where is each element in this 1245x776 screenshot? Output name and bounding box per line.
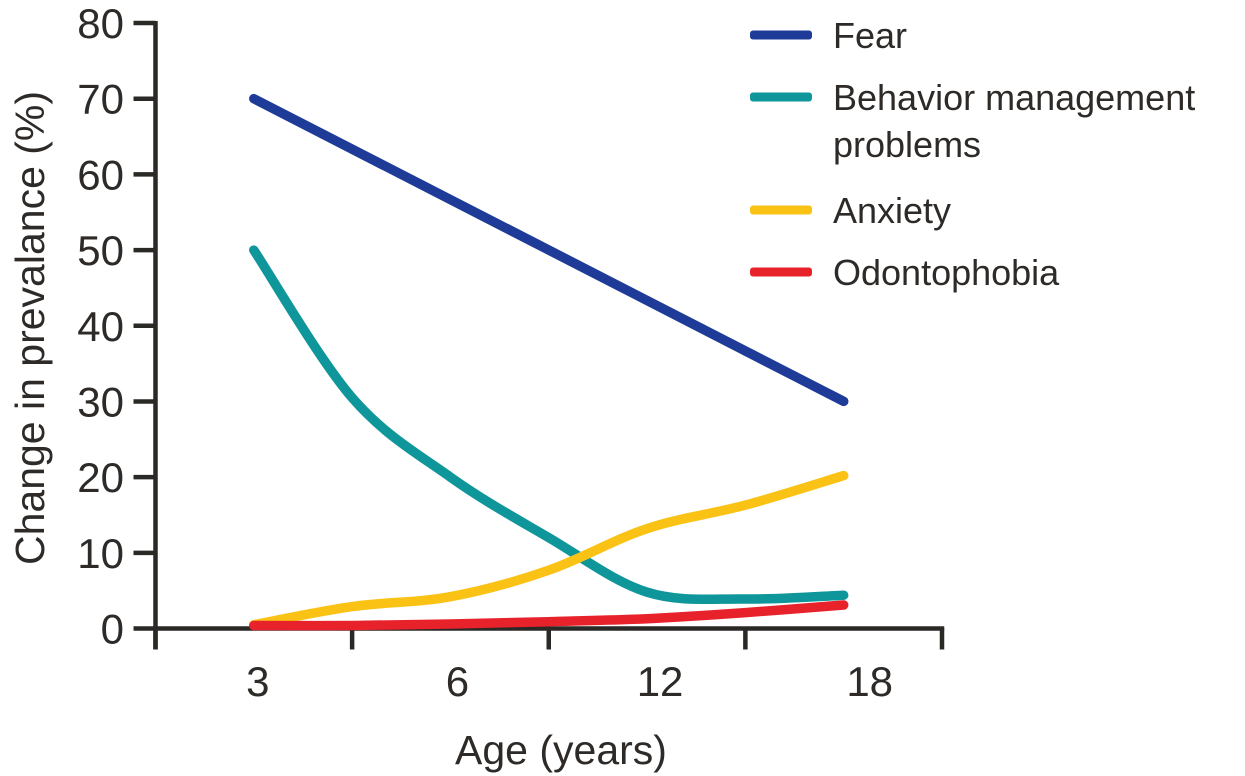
- legend-label-odontophobia: Odontophobia: [833, 252, 1060, 293]
- legend-label-fear: Fear: [833, 15, 907, 56]
- legend-swatch-behavior-management-problems: [750, 92, 812, 102]
- legend-label-behavior-management-problems: Behavior management problems: [833, 77, 1195, 165]
- x-tick-label: 6: [446, 658, 469, 705]
- legend-item-anxiety: Anxiety: [750, 190, 951, 231]
- y-tick-label: 40: [77, 303, 124, 350]
- x-axis: 3 6 12 18: [153, 626, 945, 705]
- series-line-anxiety: [249, 470, 849, 630]
- y-axis: 80 70 60 50 40 30 20 10 0: [77, 0, 158, 653]
- x-tick-label: 12: [637, 658, 684, 705]
- legend-item-behavior-management-problems: Behavior management problems: [750, 77, 1195, 165]
- y-axis-title: Change in prevalance (%): [7, 91, 53, 565]
- legend-swatch-anxiety: [750, 205, 812, 215]
- y-tick-label: 20: [77, 454, 124, 501]
- legend-label-anxiety: Anxiety: [833, 190, 951, 231]
- legend-swatch-fear: [750, 30, 812, 40]
- x-tick-label: 3: [246, 658, 269, 705]
- legend-swatch-odontophobia: [750, 267, 812, 277]
- y-tick-label: 50: [77, 227, 124, 274]
- y-tick-label: 60: [77, 151, 124, 198]
- plot-lines: [249, 93, 849, 631]
- legend-item-fear: Fear: [750, 15, 907, 56]
- y-tick-label: 0: [101, 606, 124, 653]
- series-line-odontophobia: [249, 600, 849, 631]
- series-line-fear: [249, 93, 849, 407]
- x-axis-title: Age (years): [455, 727, 667, 773]
- x-tick-label: 18: [846, 658, 893, 705]
- y-tick-label: 80: [77, 0, 124, 47]
- series-line-behavior-management-problems: [249, 245, 849, 605]
- y-tick-label: 30: [77, 378, 124, 425]
- y-tick-label: 70: [77, 76, 124, 123]
- y-tick-label: 10: [77, 530, 124, 577]
- legend: Fear Behavior management problems Anxiety Od…: [750, 15, 1195, 293]
- legend-item-odontophobia: Odontophobia: [750, 252, 1060, 293]
